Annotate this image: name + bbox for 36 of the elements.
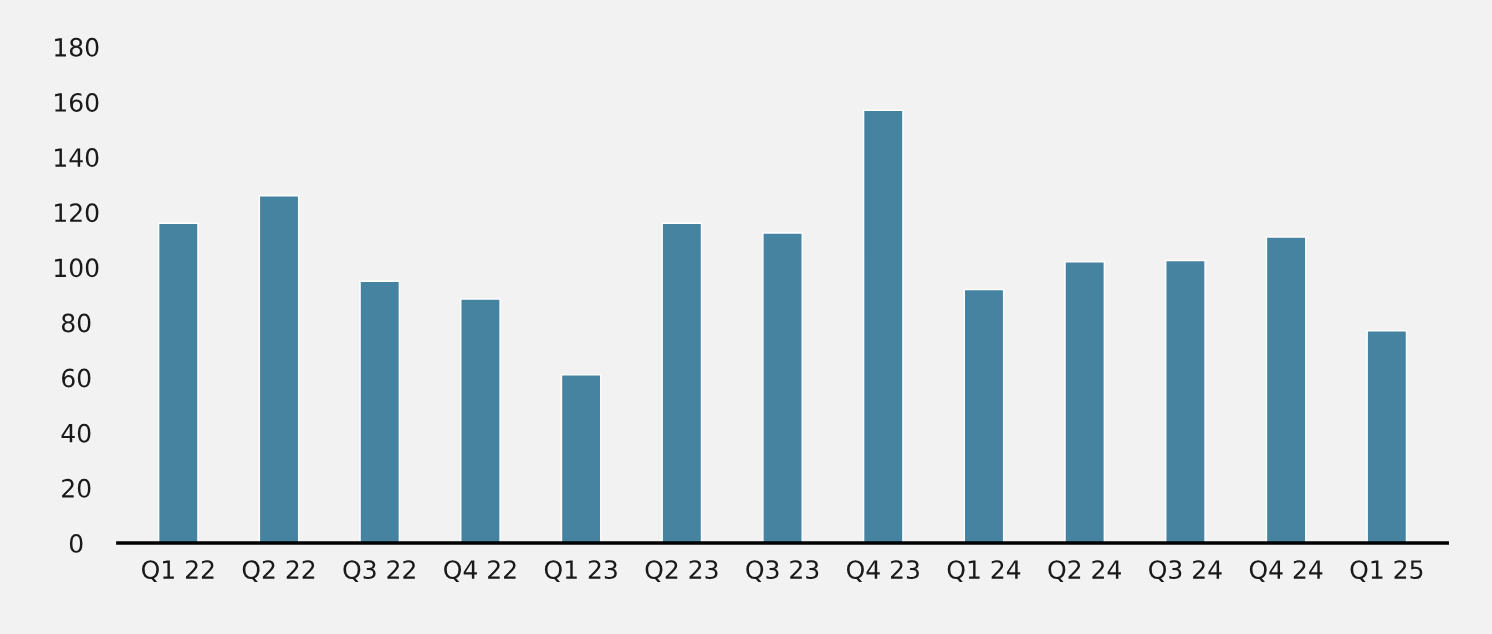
y-tick-label: 20 xyxy=(62,478,91,498)
bar xyxy=(963,288,1005,544)
x-tick-label: Q4 23 xyxy=(846,560,919,582)
x-tick-label: Q3 23 xyxy=(746,560,819,582)
x-tick-label: Q2 24 xyxy=(1048,560,1121,582)
bar xyxy=(359,280,401,544)
x-tick-label: Q2 22 xyxy=(242,560,315,582)
x-tick-label: Q1 24 xyxy=(947,560,1021,582)
bar xyxy=(560,374,602,544)
y-tick-label: 140 xyxy=(55,148,99,168)
y-tick-label: 100 xyxy=(55,258,99,278)
bar xyxy=(1265,236,1307,544)
x-tick-label: Q3 24 xyxy=(1149,560,1222,582)
bar xyxy=(1165,259,1206,544)
bar xyxy=(762,232,803,544)
x-tick-label: Q2 23 xyxy=(645,560,718,582)
bar xyxy=(1064,261,1106,544)
x-tick-label: Q4 22 xyxy=(444,560,516,582)
y-tick-label: 160 xyxy=(55,92,99,112)
bar xyxy=(661,222,703,544)
y-tick-label: 40 xyxy=(61,423,91,443)
y-tick-label: 60 xyxy=(62,368,91,388)
bar xyxy=(1366,330,1408,544)
x-tick-label: Q4 24 xyxy=(1249,560,1323,582)
y-tick-label: 120 xyxy=(55,203,99,223)
x-tick-label: Q1 23 xyxy=(544,560,617,582)
x-tick-label: Q1 22 xyxy=(142,560,214,582)
bar xyxy=(157,222,199,544)
bar xyxy=(258,195,300,544)
y-tick-label: 180 xyxy=(55,37,99,57)
bar xyxy=(862,109,904,544)
y-tick-label: 0 xyxy=(69,533,83,553)
y-tick-label: 80 xyxy=(61,313,91,333)
x-tick-label: Q1 25 xyxy=(1350,560,1423,582)
bar xyxy=(460,298,501,544)
x-tick-label: Q3 22 xyxy=(343,560,415,582)
